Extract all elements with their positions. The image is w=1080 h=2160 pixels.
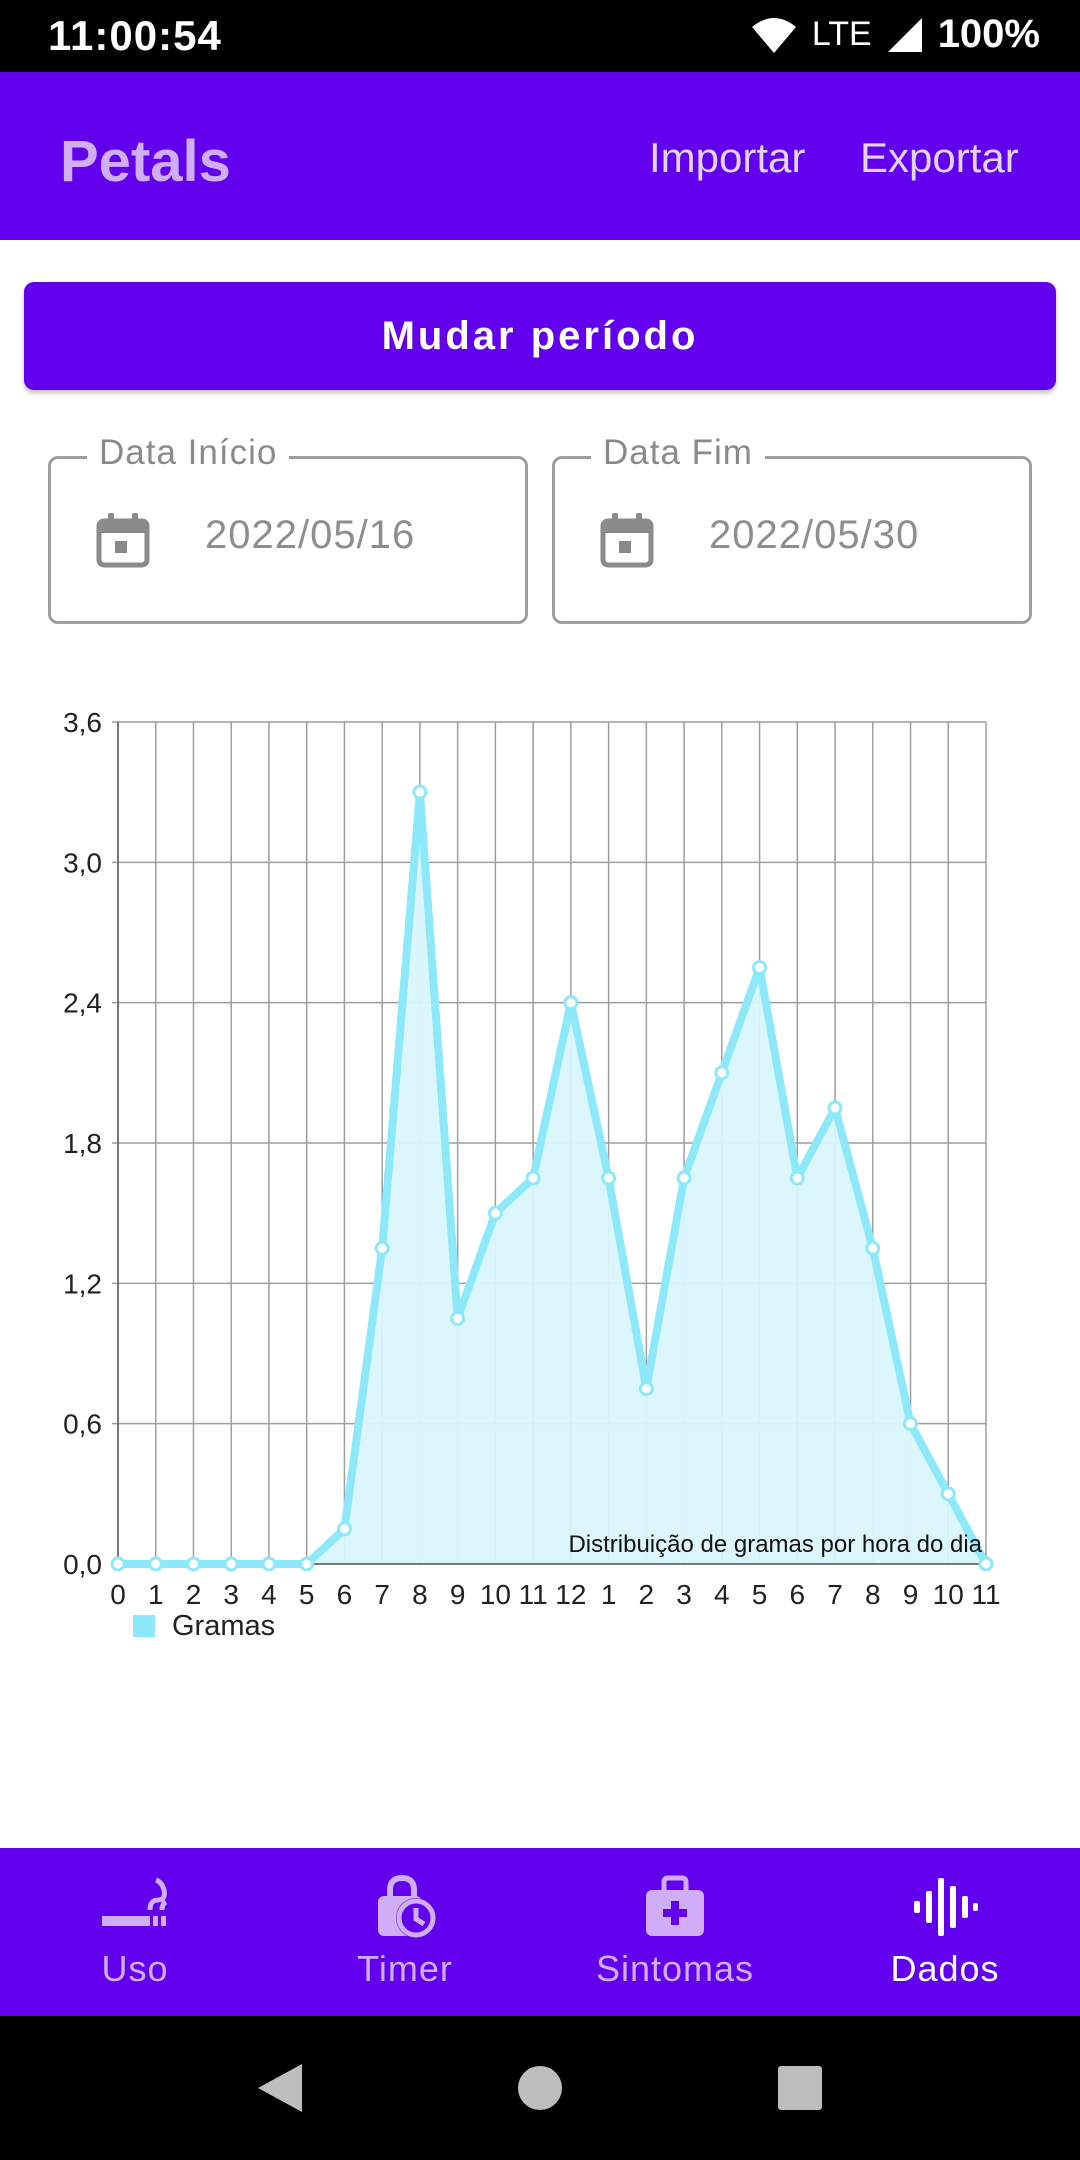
nav-item-sintomas[interactable]: Sintomas (540, 1848, 810, 2016)
y-tick-label: 3,6 (63, 707, 102, 738)
x-tick-label: 9 (450, 1579, 466, 1610)
nav-item-uso[interactable]: Uso (0, 1848, 270, 2016)
x-tick-label: 7 (374, 1579, 390, 1610)
x-tick-label: 6 (337, 1579, 353, 1610)
data-point (336, 1521, 352, 1537)
end-date-value: 2022/05/30 (709, 513, 920, 557)
network-type: LTE (811, 15, 872, 53)
app-title: Petals (60, 129, 231, 194)
export-button[interactable]: Exportar (860, 134, 1019, 181)
y-tick-label: 3,0 (63, 847, 102, 878)
start-date-field[interactable]: Data Início 2022/05/16 (48, 433, 528, 624)
data-point (903, 1416, 919, 1432)
y-tick-label: 2,4 (63, 988, 102, 1019)
data-point (261, 1556, 277, 1572)
battery-level: 100% (937, 12, 1040, 56)
start-date-label: Data Início (87, 433, 290, 473)
data-point (525, 1170, 541, 1186)
data-point (110, 1556, 126, 1572)
x-tick-label: 10 (933, 1579, 964, 1610)
series-area-fill (118, 792, 986, 1564)
x-tick-label: 6 (790, 1579, 806, 1610)
x-tick-label: 11 (971, 1579, 1000, 1610)
status-icons: LTE 100% (750, 12, 1040, 57)
legend-swatch (133, 1615, 155, 1637)
data-point (487, 1205, 503, 1221)
data-point (374, 1240, 390, 1256)
back-icon[interactable] (252, 2060, 308, 2116)
data-point (827, 1100, 843, 1116)
data-point (676, 1170, 692, 1186)
x-tick-label: 5 (752, 1579, 768, 1610)
import-button[interactable]: Importar (649, 134, 806, 181)
x-tick-label: 1 (601, 1579, 617, 1610)
y-tick-label: 1,2 (63, 1268, 102, 1299)
x-tick-label: 10 (480, 1579, 511, 1610)
x-tick-label: 3 (223, 1579, 239, 1610)
data-point (714, 1065, 730, 1081)
system-navigation-bar (0, 2016, 1080, 2160)
status-bar: 11:00:54 LTE 100% (0, 0, 1080, 72)
data-point (752, 960, 768, 976)
data-point (789, 1170, 805, 1186)
nav-item-dados[interactable]: Dados (810, 1848, 1080, 2016)
data-point (412, 784, 428, 800)
data-point (638, 1381, 654, 1397)
cell-signal-icon (887, 17, 922, 52)
data-point (865, 1240, 881, 1256)
x-tick-label: 8 (412, 1579, 428, 1610)
data-point (978, 1556, 994, 1572)
chart-container: 0,0 0,6 1,2 1,8 2,4 3,0 3,6 0 1 2 3 4 5 6 7 8 9 10 11 12 1 2 3… (0, 690, 1080, 1670)
x-tick-label: 1 (148, 1579, 164, 1610)
nav-label-dados: Dados (890, 1948, 1000, 1989)
x-tick-label: 12 (555, 1579, 586, 1610)
change-period-button[interactable]: Mudar período (24, 282, 1056, 390)
y-tick-label: 0,0 (63, 1549, 102, 1580)
medical-bag-icon (646, 1875, 704, 1936)
x-tick-label: 11 (519, 1579, 548, 1610)
x-tick-label: 3 (676, 1579, 692, 1610)
home-icon[interactable] (512, 2060, 568, 2116)
nav-label-sintomas: Sintomas (595, 1948, 755, 1989)
nav-label-timer: Timer (357, 1948, 453, 1989)
data-point (299, 1556, 315, 1572)
data-point (185, 1556, 201, 1572)
hourly-grams-chart: 0,00,61,21,82,43,03,60 1 2 3 4 5 6 7 8 9 10 11 12 1 2 3… (63, 707, 1000, 1642)
y-tick-label: 1,8 (63, 1128, 102, 1159)
x-tick-label: 9 (903, 1579, 919, 1610)
x-tick-label: 0 (110, 1579, 126, 1610)
chart-description: Distribuição de gramas por hora do dia (568, 1531, 982, 1558)
data-point (148, 1556, 164, 1572)
x-tick-label: 2 (186, 1579, 202, 1610)
x-tick-label: 8 (865, 1579, 881, 1610)
x-tick-label: 5 (299, 1579, 315, 1610)
x-tick-label: 4 (261, 1579, 277, 1610)
x-tick-label: 7 (827, 1579, 843, 1610)
x-tick-label: 2 (639, 1579, 655, 1610)
smoking-icon (102, 1877, 168, 1926)
data-point (940, 1486, 956, 1502)
waveform-icon (914, 1878, 978, 1936)
data-point (223, 1556, 239, 1572)
end-date-label: Data Fim (591, 433, 765, 473)
app-bar: Petals Importar Exportar (0, 72, 1080, 240)
data-point (563, 995, 579, 1011)
data-point (450, 1310, 466, 1326)
wifi-icon (751, 17, 796, 53)
legend-label: Gramas (172, 1610, 275, 1642)
x-tick-label: 4 (714, 1579, 730, 1610)
end-date-field[interactable]: Data Fim 2022/05/30 (552, 433, 1032, 624)
nav-label-uso: Uso (101, 1948, 169, 1989)
status-time: 11:00:54 (48, 12, 222, 59)
calendar-icon (600, 513, 654, 568)
nav-item-timer[interactable]: Timer (270, 1848, 540, 2016)
recents-icon[interactable] (772, 2060, 828, 2116)
timer-lock-icon (378, 1874, 436, 1938)
data-point (601, 1170, 617, 1186)
y-tick-label: 0,6 (63, 1409, 102, 1440)
start-date-value: 2022/05/16 (205, 513, 416, 557)
bottom-navigation: Uso Timer Sintomas Dados (0, 1848, 1080, 2016)
calendar-icon (96, 513, 150, 568)
